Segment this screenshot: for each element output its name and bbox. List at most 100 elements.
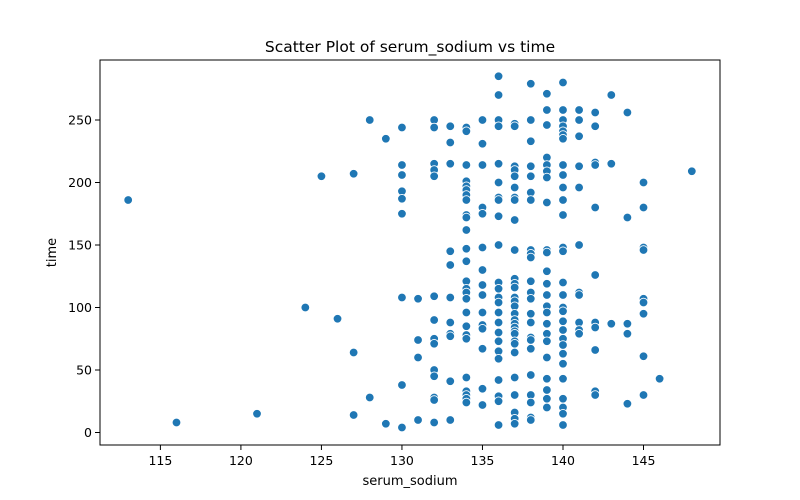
data-point [477, 265, 488, 275]
data-point [558, 394, 568, 404]
data-point [429, 371, 439, 381]
data-point [397, 209, 407, 219]
data-point [493, 297, 504, 308]
data-point [477, 242, 488, 253]
data-point [558, 210, 568, 220]
data-point [445, 260, 455, 270]
y-axis-label: time [45, 238, 60, 267]
data-point [477, 139, 488, 149]
data-point [413, 294, 423, 304]
data-point [590, 270, 600, 280]
data-point [397, 160, 407, 170]
data-point [542, 247, 552, 258]
data-point [509, 419, 520, 429]
data-point [381, 419, 391, 429]
data-point [526, 309, 536, 319]
data-point [461, 256, 472, 266]
data-point [461, 372, 472, 383]
chart-title: Scatter Plot of serum_sodium vs time [265, 38, 555, 57]
data-point [542, 105, 552, 115]
data-point [365, 115, 375, 125]
data-point [413, 352, 423, 363]
data-point [461, 307, 472, 318]
data-point [622, 319, 633, 329]
data-point [622, 107, 633, 118]
x-tick-label: 120 [229, 453, 253, 468]
data-point [397, 380, 407, 390]
data-point [413, 415, 423, 425]
data-point [590, 345, 600, 355]
data-point [429, 315, 439, 325]
data-point [526, 115, 536, 125]
data-point [622, 399, 633, 409]
data-point [526, 276, 536, 286]
data-point [509, 339, 520, 349]
data-point [526, 415, 536, 425]
data-point [558, 290, 568, 300]
data-point [397, 292, 407, 303]
data-point [558, 246, 568, 256]
y-tick-label: 250 [68, 113, 92, 128]
data-point [445, 137, 455, 148]
data-point [461, 334, 472, 344]
data-point [542, 290, 552, 300]
data-point [171, 417, 182, 428]
data-point [558, 195, 568, 205]
data-points [123, 71, 697, 433]
data-point [397, 122, 407, 133]
data-point [461, 244, 472, 254]
data-point [558, 325, 568, 335]
data-point [542, 319, 552, 329]
data-point [638, 245, 649, 255]
data-point [429, 291, 439, 301]
data-point [477, 160, 488, 170]
data-point [493, 420, 504, 430]
data-point [316, 171, 327, 181]
data-point [461, 160, 472, 170]
data-point [526, 294, 536, 304]
data-point [558, 409, 568, 419]
data-point [542, 385, 552, 395]
data-point [300, 302, 311, 313]
data-point [509, 182, 520, 193]
data-point [638, 297, 649, 308]
data-point [606, 159, 617, 169]
data-point [348, 169, 359, 179]
data-point [397, 422, 407, 433]
data-point [429, 417, 439, 428]
x-tick-label: 145 [632, 453, 656, 468]
data-point [509, 372, 520, 383]
data-point [493, 211, 504, 221]
data-point [542, 402, 552, 413]
x-tick-label: 135 [471, 453, 495, 468]
y-tick-label: 100 [68, 300, 92, 315]
data-point [461, 294, 472, 304]
data-point [493, 159, 504, 169]
data-point [477, 324, 488, 334]
data-point [558, 277, 568, 288]
data-point [526, 79, 536, 89]
data-point [558, 105, 568, 115]
data-point [574, 161, 584, 171]
data-point [493, 195, 504, 205]
x-axis-ticks: 115 120 125 130 135 140 145 [148, 445, 655, 468]
data-point [526, 171, 536, 181]
data-point [606, 319, 617, 329]
data-point [687, 166, 697, 176]
data-point [542, 172, 552, 183]
data-point [638, 390, 649, 400]
data-point [574, 131, 584, 141]
data-point [493, 240, 504, 250]
data-point [590, 121, 600, 131]
data-point [558, 349, 568, 359]
data-point [526, 344, 536, 354]
data-point [445, 121, 455, 131]
data-point [558, 359, 568, 369]
data-point [542, 307, 552, 318]
data-point [445, 317, 455, 328]
data-point [493, 327, 504, 338]
data-point [445, 331, 455, 341]
data-point [590, 390, 600, 400]
